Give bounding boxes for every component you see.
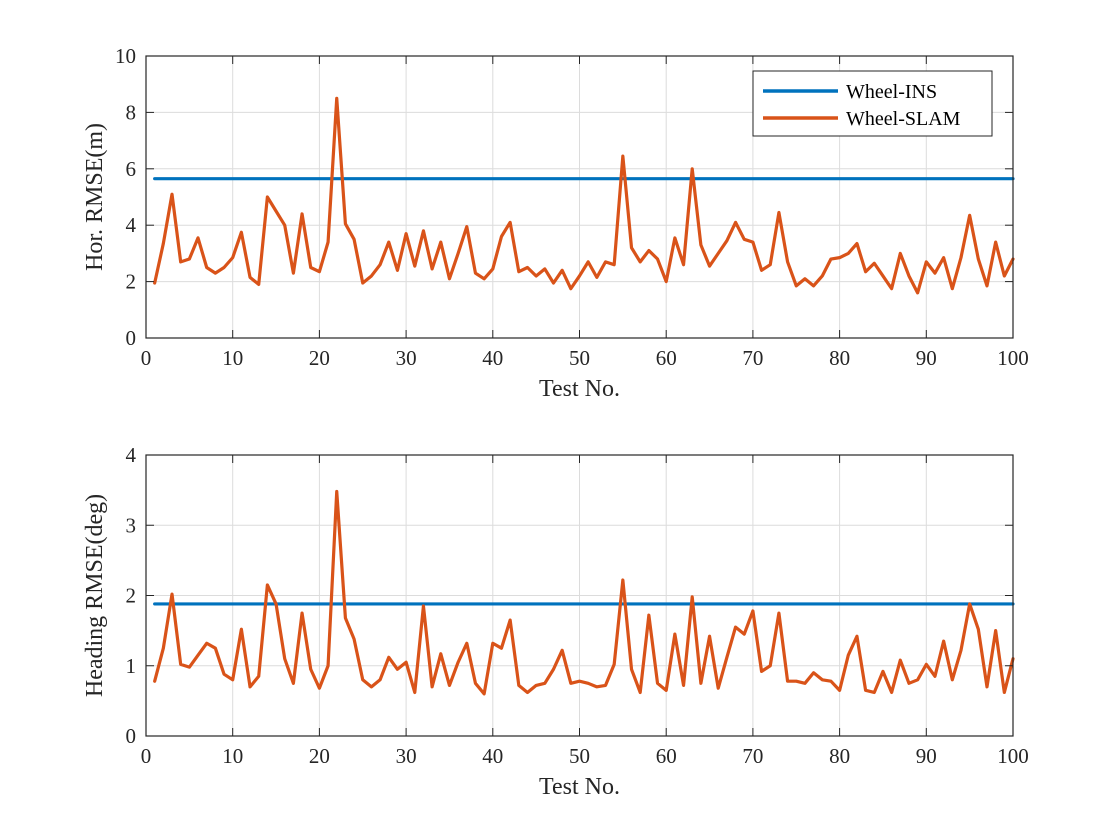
x-axis-label: Test No. bbox=[539, 376, 620, 402]
legend-box bbox=[752, 70, 993, 137]
legend-label-wheel-slam: Wheel-SLAM bbox=[846, 108, 961, 130]
x-tick-label: 60 bbox=[656, 744, 677, 768]
y-tick-label: 6 bbox=[126, 157, 137, 181]
x-tick-label: 10 bbox=[222, 346, 243, 370]
series-line-wheel-slam bbox=[153, 96, 1015, 295]
x-tick-label: 50 bbox=[569, 744, 590, 768]
legend: Wheel-INS Wheel-SLAM bbox=[752, 70, 993, 137]
y-tick-label: 8 bbox=[126, 100, 137, 124]
x-tick-label: 90 bbox=[916, 346, 937, 370]
heading-rmse-chart: 0 10 20 30 40 50 60 70 80 90 100 0 1 2 3 4 Test No. Headi… bbox=[82, 443, 1029, 800]
x-tick-label: 20 bbox=[309, 346, 330, 370]
x-tick-label: 80 bbox=[829, 346, 850, 370]
x-tick-label: 40 bbox=[482, 346, 503, 370]
x-tick-label: 90 bbox=[916, 744, 937, 768]
y-tick-label: 3 bbox=[126, 513, 137, 537]
series-line-wheel-slam bbox=[153, 489, 1015, 696]
y-tick-label: 1 bbox=[126, 654, 137, 678]
x-tick-label: 10 bbox=[222, 744, 243, 768]
x-axis-label: Test No. bbox=[539, 774, 620, 800]
x-tick-label: 0 bbox=[141, 346, 152, 370]
x-tick-label: 100 bbox=[997, 346, 1029, 370]
x-tick-label: 50 bbox=[569, 346, 590, 370]
legend-label-wheel-ins: Wheel-INS bbox=[846, 81, 937, 103]
y-tick-label: 2 bbox=[126, 584, 137, 608]
y-axis-label: Heading RMSE(deg) bbox=[82, 494, 108, 697]
x-tick-label: 0 bbox=[141, 744, 152, 768]
x-tick-label: 80 bbox=[829, 744, 850, 768]
x-tick-label: 20 bbox=[309, 744, 330, 768]
x-tick-label: 60 bbox=[656, 346, 677, 370]
y-tick-label: 2 bbox=[126, 270, 137, 294]
y-axis-label: Hor. RMSE(m) bbox=[82, 123, 108, 271]
y-tick-label: 4 bbox=[126, 443, 137, 467]
x-tick-label: 70 bbox=[742, 346, 763, 370]
y-tick-label: 10 bbox=[115, 44, 136, 68]
x-tick-label: 100 bbox=[997, 744, 1029, 768]
y-tick-label: 0 bbox=[126, 724, 137, 748]
x-tick-label: 70 bbox=[742, 744, 763, 768]
x-tick-label: 30 bbox=[396, 346, 417, 370]
y-tick-label: 4 bbox=[126, 213, 137, 237]
x-tick-label: 40 bbox=[482, 744, 503, 768]
y-tick-label: 0 bbox=[126, 326, 137, 350]
x-tick-label: 30 bbox=[396, 744, 417, 768]
